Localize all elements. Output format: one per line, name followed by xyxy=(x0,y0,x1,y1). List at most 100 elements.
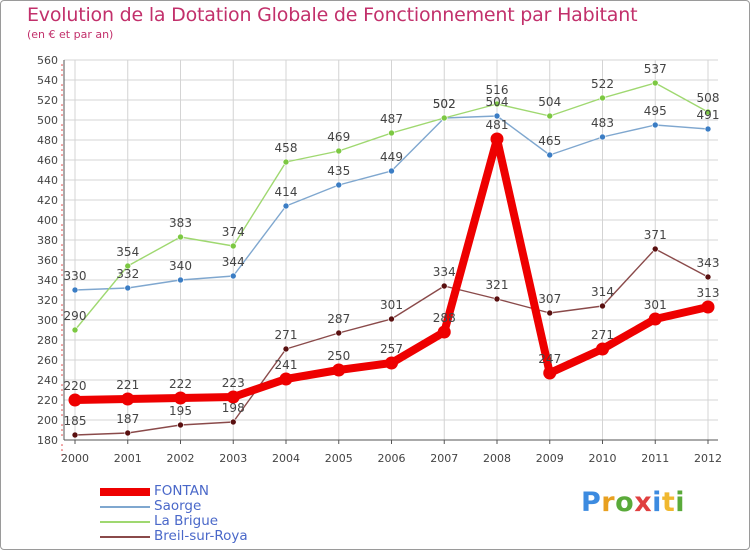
data-label-fontan: 247 xyxy=(538,352,561,366)
y-axis-tick-dot xyxy=(61,414,63,416)
y-tick-label: 300 xyxy=(37,314,58,327)
y-axis-tick-dot xyxy=(61,114,63,116)
x-tick-label: 2011 xyxy=(641,452,669,465)
y-axis-tick-dot xyxy=(61,254,63,256)
y-axis-tick-dot xyxy=(61,74,63,76)
data-label-breil-sur-roya: 343 xyxy=(697,256,720,270)
y-axis-tick-dot xyxy=(61,314,63,316)
y-axis-tick-dot xyxy=(61,94,63,96)
y-axis-tick-dot xyxy=(61,134,63,136)
data-point-la-brigue xyxy=(546,112,554,120)
x-tick-label: 2008 xyxy=(483,452,511,465)
y-tick-label: 240 xyxy=(37,374,58,387)
y-axis-tick-dot xyxy=(61,234,63,236)
y-tick-label: 460 xyxy=(37,154,58,167)
data-label-fontan: 220 xyxy=(64,379,87,393)
legend-swatch-la-brigue-line xyxy=(100,521,150,523)
data-label-breil-sur-roya: 371 xyxy=(644,228,667,242)
y-tick-label: 540 xyxy=(37,74,58,87)
data-label-la-brigue: 469 xyxy=(327,130,350,144)
data-label-saorge: 495 xyxy=(644,104,667,118)
legend: FONTAN Saorge La Brigue Breil-sur-Roya xyxy=(100,484,248,544)
legend-swatch-fontan xyxy=(100,488,150,496)
y-axis-tick-dot xyxy=(61,289,63,291)
y-axis-tick-dot xyxy=(61,329,63,331)
x-tick-label: 2001 xyxy=(114,452,142,465)
data-label-saorge: 332 xyxy=(116,267,139,281)
data-label-la-brigue: 383 xyxy=(169,216,192,230)
y-axis-tick-dot xyxy=(61,229,63,231)
x-tick-label: 2006 xyxy=(378,452,406,465)
y-tick-label: 360 xyxy=(37,254,58,267)
logo-letter: t xyxy=(661,487,676,518)
y-tick-label: 440 xyxy=(37,174,58,187)
y-axis-tick-dot xyxy=(61,89,63,91)
y-axis-tick-dot xyxy=(61,394,63,396)
y-tick-label: 500 xyxy=(37,114,58,127)
data-point-breil-sur-roya xyxy=(71,431,79,439)
data-label-breil-sur-roya: 287 xyxy=(327,312,350,326)
data-point-saorge xyxy=(335,181,343,189)
y-axis-tick-dot xyxy=(61,354,63,356)
data-label-breil-sur-roya: 314 xyxy=(591,285,614,299)
y-tick-label: 200 xyxy=(37,414,58,427)
data-label-breil-sur-roya: 334 xyxy=(433,265,456,279)
data-point-fontan xyxy=(490,132,504,146)
data-label-breil-sur-roya: 187 xyxy=(116,412,139,426)
y-axis-tick-dot xyxy=(61,454,63,456)
data-label-breil-sur-roya: 185 xyxy=(64,414,87,428)
data-point-la-brigue xyxy=(282,158,290,166)
y-tick-label: 320 xyxy=(37,294,58,307)
data-point-fontan xyxy=(701,300,715,314)
x-tick-label: 2003 xyxy=(219,452,247,465)
data-label-breil-sur-roya: 195 xyxy=(169,404,192,418)
legend-item-breil-sur-roya: Breil-sur-Roya xyxy=(100,529,248,544)
data-label-breil-sur-roya: 198 xyxy=(222,401,245,415)
data-label-la-brigue: 504 xyxy=(538,95,561,109)
proxiti-logo: Proxiti xyxy=(581,487,685,518)
data-point-la-brigue xyxy=(493,100,501,108)
legend-label-fontan: FONTAN xyxy=(154,483,210,499)
data-label-saorge: 435 xyxy=(327,164,350,178)
y-axis-tick-dot xyxy=(61,374,63,376)
y-tick-label: 480 xyxy=(37,134,58,147)
data-label-fontan: 250 xyxy=(327,349,350,363)
logo-letter: o xyxy=(615,487,635,518)
data-label-la-brigue: 487 xyxy=(380,112,403,126)
data-point-breil-sur-roya xyxy=(493,295,501,303)
legend-swatch-saorge xyxy=(100,506,150,508)
data-point-la-brigue xyxy=(651,79,659,87)
x-tick-label: 2012 xyxy=(694,452,722,465)
y-axis-tick-dot xyxy=(61,294,63,296)
y-axis-tick-dot xyxy=(61,84,63,86)
legend-swatch-saorge-line xyxy=(100,506,150,508)
data-label-saorge: 465 xyxy=(538,134,561,148)
y-axis-tick-dot xyxy=(61,189,63,191)
data-label-la-brigue: 508 xyxy=(697,91,720,105)
data-point-la-brigue xyxy=(229,242,237,250)
data-point-saorge xyxy=(229,272,237,280)
data-point-saorge xyxy=(493,112,501,120)
data-point-saorge xyxy=(599,133,606,141)
y-axis-tick-dot xyxy=(61,349,63,351)
y-axis-tick-dot xyxy=(61,284,63,286)
data-point-breil-sur-roya xyxy=(599,302,606,310)
y-axis-tick-dot xyxy=(61,214,63,216)
y-axis-tick-dot xyxy=(61,449,63,451)
y-axis-tick-dot xyxy=(61,154,63,156)
y-axis-tick-dot xyxy=(61,274,63,276)
data-label-la-brigue: 354 xyxy=(116,245,139,259)
y-axis-tick-dot xyxy=(61,194,63,196)
data-point-la-brigue xyxy=(440,114,448,122)
y-axis-tick-dot xyxy=(61,389,63,391)
data-point-breil-sur-roya xyxy=(388,315,395,323)
data-label-fontan: 223 xyxy=(222,376,245,390)
y-axis-tick-dot xyxy=(61,444,63,446)
y-axis-tick-dot xyxy=(61,244,63,246)
data-label-saorge: 449 xyxy=(380,150,403,164)
y-axis-tick-dot xyxy=(61,364,63,366)
legend-swatch-fontan-line xyxy=(100,488,150,496)
logo-letter: P xyxy=(581,487,602,518)
data-label-breil-sur-roya: 307 xyxy=(538,292,561,306)
